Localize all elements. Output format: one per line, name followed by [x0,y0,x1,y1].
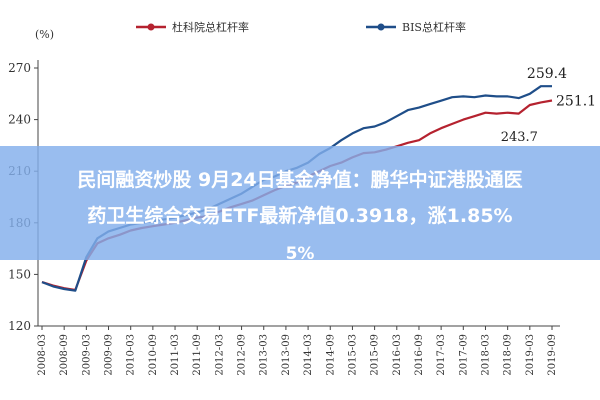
x-tick-label: 2018-03 [480,334,491,376]
x-tick-label: 2017-03 [436,334,447,376]
x-tick-label: 2015-09 [370,334,381,376]
annotation-label: 259.4 [527,66,567,82]
unit-label: (%) [35,28,54,41]
x-tick-label: 2019-03 [525,334,536,376]
legend: 杜科院总杠杆率 BIS总杠杆率 [136,20,466,34]
headline-line-2: 药卫生综合交易ETF最新净值0.3918，涨1.85% [87,205,513,227]
x-tick-label: 2014-09 [325,334,336,376]
legend-marker-0 [147,23,155,31]
y-tick-label: 120 [8,319,31,333]
x-tick-label: 2012-03 [214,334,225,376]
headline-banner: 民间融资炒股 9月24日基金净值：鹏华中证港股通医 药卫生综合交易ETF最新净值… [0,146,600,260]
x-ticks: 2008-03 2008-09 2009-03 2009-09 2010-03 2010-… [37,326,558,376]
x-tick-label: 2011-09 [192,334,203,376]
annotations: 259.4 251.1 243.7 [501,66,596,145]
headline-line-1: 民间融资炒股 9月24日基金净值：鹏华中证港股通医 [77,169,523,191]
x-tick-label: 2008-09 [59,334,70,376]
x-tick-label: 2014-03 [303,334,314,376]
x-tick-label: 2009-03 [81,334,92,376]
x-tick-label: 2010-09 [148,334,159,376]
legend-label-1: BIS总杠杆率 [402,20,466,34]
x-tick-label: 2018-09 [503,334,514,376]
y-tick-label: 150 [8,267,31,281]
x-tick-label: 2013-03 [259,334,270,376]
x-tick-label: 2013-09 [281,334,292,376]
x-tick-label: 2012-09 [237,334,248,376]
x-tick-label: 2011-03 [170,334,181,376]
x-tick-label: 2010-03 [126,334,137,376]
x-tick-label: 2008-03 [37,334,48,376]
x-tick-label: 2017-09 [458,334,469,376]
y-tick-label: 240 [8,113,31,127]
legend-label-0: 杜科院总杠杆率 [172,20,249,34]
x-tick-label: 2019-09 [547,334,558,376]
x-tick-label: 2015-03 [347,334,358,376]
headline-line-3: 5% [285,244,315,260]
x-tick-label: 2009-09 [104,334,115,376]
x-tick-label: 2016-03 [392,334,403,376]
legend-marker-1 [377,23,385,31]
x-tick-label: 2016-09 [414,334,425,376]
y-tick-label: 270 [8,61,31,75]
annotation-label: 251.1 [556,94,596,110]
annotation-label: 243.7 [501,130,538,145]
